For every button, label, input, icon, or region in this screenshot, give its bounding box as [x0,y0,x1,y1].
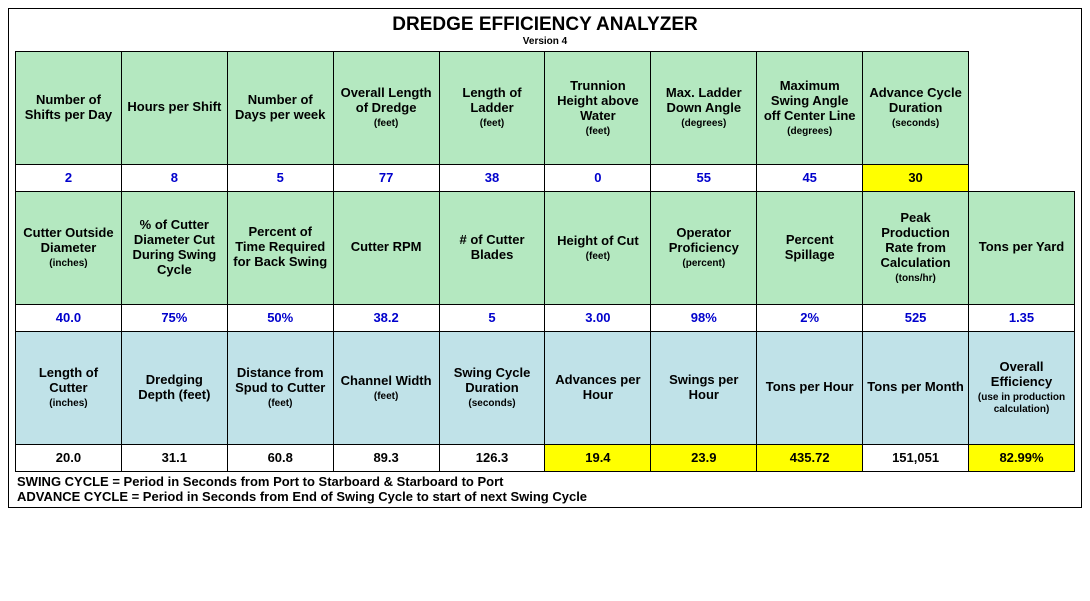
footnotes: SWING CYCLE = Period in Seconds from Por… [15,472,1075,505]
r2v-1: 75% [121,304,227,331]
blank-cell [969,51,1075,164]
r3v-0: 20.0 [16,444,122,471]
r1h-3: Overall Length of Dredge(feet) [333,51,439,164]
r2h-3: Cutter RPM [333,191,439,304]
r3v-6: 23.9 [651,444,757,471]
r2h-2: Percent of Time Required for Back Swing [227,191,333,304]
r3v-5: 19.4 [545,444,651,471]
footnote-swing: SWING CYCLE = Period in Seconds from Por… [17,474,1073,490]
analyzer-table: Number of Shifts per Day Hours per Shift… [15,51,1075,472]
r3h-9: Overall Efficiency(use in production cal… [969,331,1075,444]
r1h-5: Trunnion Height above Water(feet) [545,51,651,164]
r3h-3: Channel Width(feet) [333,331,439,444]
r2h-8: Peak Production Rate from Calculation(to… [863,191,969,304]
r2h-7: Percent Spillage [757,191,863,304]
r1v-1: 8 [121,164,227,191]
r2h-9: Tons per Yard [969,191,1075,304]
r1v-4: 38 [439,164,545,191]
r1v-5: 0 [545,164,651,191]
r3v-3: 89.3 [333,444,439,471]
r2v-8: 525 [863,304,969,331]
r3v-4: 126.3 [439,444,545,471]
r3v-1: 31.1 [121,444,227,471]
r3h-8: Tons per Month [863,331,969,444]
r1v-8: 30 [863,164,969,191]
r2v-2: 50% [227,304,333,331]
r2v-0: 40.0 [16,304,122,331]
r1h-0: Number of Shifts per Day [16,51,122,164]
r2v-9: 1.35 [969,304,1075,331]
r1h-6: Max. Ladder Down Angle(degrees) [651,51,757,164]
footnote-advance: ADVANCE CYCLE = Period in Seconds from E… [17,489,1073,505]
r1h-1: Hours per Shift [121,51,227,164]
r3h-7: Tons per Hour [757,331,863,444]
r1v-3: 77 [333,164,439,191]
r1h-7: Maximum Swing Angle off Center Line(degr… [757,51,863,164]
version-label: Version 4 [15,36,1075,47]
r2v-3: 38.2 [333,304,439,331]
r2h-6: Operator Proficiency(percent) [651,191,757,304]
r1h-8: Advance Cycle Duration(seconds) [863,51,969,164]
r3h-5: Advances per Hour [545,331,651,444]
r3h-0: Length of Cutter(inches) [16,331,122,444]
r3v-2: 60.8 [227,444,333,471]
r2v-7: 2% [757,304,863,331]
r2h-0: Cutter Outside Diameter(inches) [16,191,122,304]
blank-cell [969,164,1075,191]
r1h-4: Length of Ladder(feet) [439,51,545,164]
r3h-6: Swings per Hour [651,331,757,444]
r1v-7: 45 [757,164,863,191]
r3h-1: Dredging Depth (feet) [121,331,227,444]
r3h-2: Distance from Spud to Cutter(feet) [227,331,333,444]
r2h-4: # of Cutter Blades [439,191,545,304]
r2v-6: 98% [651,304,757,331]
r3v-9: 82.99% [969,444,1075,471]
r3v-7: 435.72 [757,444,863,471]
analyzer-panel: DREDGE EFFICIENCY ANALYZER Version 4 Num… [8,8,1082,508]
r3h-4: Swing Cycle Duration(seconds) [439,331,545,444]
r1v-6: 55 [651,164,757,191]
r2h-1: % of Cutter Diameter Cut During Swing Cy… [121,191,227,304]
r2v-4: 5 [439,304,545,331]
r2h-5: Height of Cut(feet) [545,191,651,304]
r3v-8: 151,051 [863,444,969,471]
r2v-5: 3.00 [545,304,651,331]
r1h-2: Number of Days per week [227,51,333,164]
r1v-2: 5 [227,164,333,191]
r1v-0: 2 [16,164,122,191]
page-title: DREDGE EFFICIENCY ANALYZER [15,15,1075,36]
